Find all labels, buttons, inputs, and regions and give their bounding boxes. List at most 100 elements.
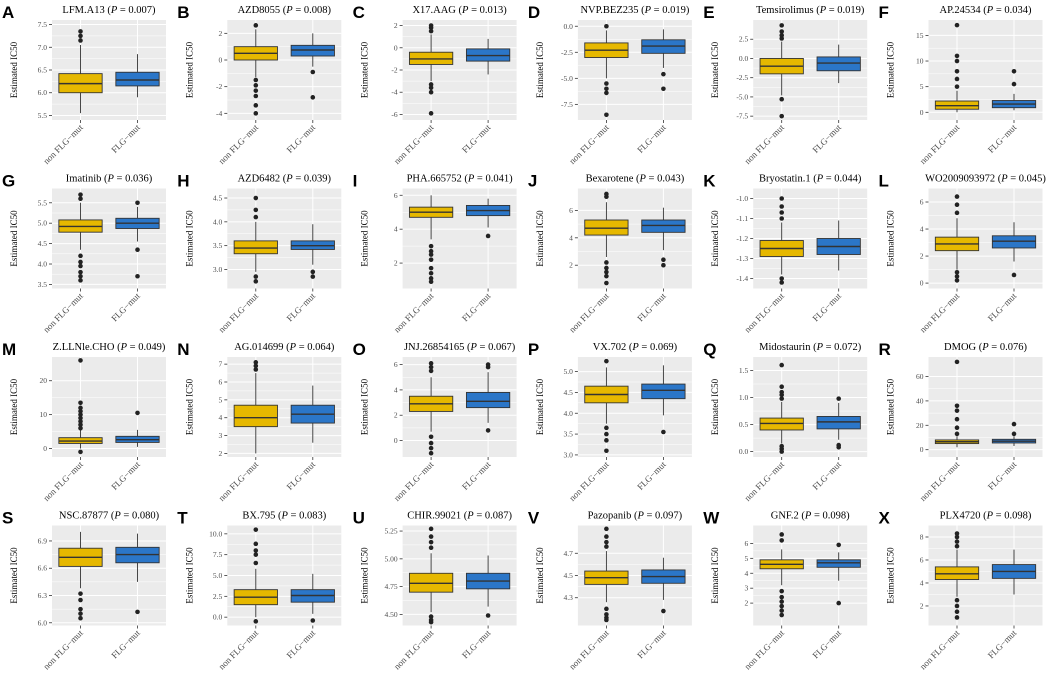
panel-letter: M: [2, 340, 16, 359]
y-tick-label: 5: [920, 82, 924, 91]
outlier-point: [779, 33, 784, 38]
x-tick-label: FLG−mut: [811, 122, 844, 155]
plot-background: [402, 188, 517, 289]
outlier-point: [1011, 272, 1017, 278]
y-tick-label: 7.5: [38, 20, 48, 29]
outlier-point: [428, 361, 434, 366]
y-tick-label: 5.5: [38, 111, 48, 120]
outlier-point: [428, 619, 434, 625]
box-flg-mut: [816, 44, 861, 84]
y-tick-label: 3.5: [38, 280, 48, 289]
y-tick-label: 4: [394, 385, 398, 394]
y-tick-label: -1.4: [736, 274, 748, 283]
outlier-point: [954, 539, 960, 544]
outlier-point: [428, 252, 434, 257]
panel-letter: B: [177, 3, 189, 22]
y-tick-label: 7.5: [213, 550, 223, 559]
drug-name: LFM.A13 (: [62, 5, 111, 16]
y-tick-label: 4: [569, 233, 573, 242]
outlier-point: [661, 429, 666, 435]
x-tick-label: non FLG−mut: [742, 122, 786, 166]
outlier-point: [253, 214, 259, 220]
panel-title: Bexarotene (P = 0.043): [586, 174, 685, 185]
y-tick-label: 0: [219, 56, 223, 65]
y-tick-label: 4: [744, 569, 748, 578]
outlier-point: [604, 273, 609, 279]
y-tick-label: 2.5: [739, 35, 749, 44]
outlier-point: [954, 609, 960, 615]
outlier-point: [779, 384, 784, 390]
outlier-point: [78, 192, 83, 197]
x-tick-label: non FLG−mut: [918, 291, 962, 335]
y-axis-label: Estimated IC50: [184, 547, 194, 604]
y-tick-label: 3.5: [213, 241, 223, 250]
panel-b: B AZD8055 (P = 0.008) -4 -2 0 2 Estimated IC50…: [177, 3, 342, 166]
x-tick-label: FLG−mut: [635, 122, 668, 155]
box-non-flg-mut: [58, 531, 103, 621]
panel-l: L WO2009093972 (P = 0.045) 0 2 4 6 Estimated I…: [879, 172, 1047, 335]
y-tick-label: 20: [916, 421, 924, 430]
plot-background: [753, 525, 868, 626]
panel-s: S NSC.87877 (P = 0.080) 6.0 6.3 6.6 6.9 Estima…: [2, 509, 166, 672]
y-tick-label: -5.0: [736, 92, 748, 101]
p-value: = 0.067): [477, 342, 516, 353]
outlier-point: [78, 611, 83, 616]
box-non-flg-mut: [759, 23, 804, 119]
outlier-point: [836, 600, 841, 606]
panel-t: T BX.795 (P = 0.083) 0.0 2.5 5.0 7.5 10.0 Estim…: [177, 509, 342, 672]
outlier-point: [428, 248, 434, 254]
p-symbol: P: [986, 511, 994, 522]
box-non-flg-mut: [58, 29, 103, 114]
outlier-point: [428, 257, 434, 262]
outlier-point: [604, 358, 609, 364]
x-tick-label: non FLG−mut: [41, 628, 85, 672]
panel-f: F AP.24534 (P = 0.034) 0 5 10 15 Estimated IC5…: [879, 3, 1043, 166]
outlier-point: [604, 265, 609, 271]
y-tick-label: 7: [219, 360, 223, 369]
outlier-point: [779, 29, 784, 34]
outlier-point: [779, 96, 784, 102]
outlier-point: [428, 368, 434, 374]
x-tick-label: non FLG−mut: [567, 291, 611, 335]
y-tick-label: 0: [43, 444, 47, 453]
x-tick-label: FLG−mut: [109, 459, 142, 492]
outlier-point: [779, 204, 784, 209]
y-tick-label: 2: [219, 29, 223, 38]
box-flg-mut: [991, 421, 1037, 447]
outlier-point: [428, 111, 434, 116]
panel-u: U CHIR.99021 (P = 0.087) 4.50 4.75 5.00 5.25 E…: [353, 509, 517, 672]
drug-name: Z.LLNle.CHO (: [53, 342, 121, 353]
outlier-point: [779, 276, 784, 281]
panel-h: H AZD6482 (P = 0.039) 3.0 3.5 4.0 4.5 Estimate…: [177, 172, 342, 335]
outlier-point: [253, 560, 259, 566]
outlier-point: [310, 269, 316, 275]
outlier-point: [954, 84, 960, 89]
y-axis-label: Estimated IC50: [360, 378, 370, 435]
outlier-point: [604, 438, 609, 443]
panel-letter: T: [177, 509, 188, 528]
y-tick-label: 3.0: [213, 265, 223, 274]
outlier-point: [253, 274, 259, 279]
box-flg-mut: [465, 362, 511, 433]
y-tick-label: 10: [40, 410, 48, 419]
outlier-point: [428, 534, 434, 539]
x-tick-label: FLG−mut: [986, 291, 1019, 324]
p-symbol: P: [816, 342, 824, 353]
panel-title: Midostaurin (P = 0.072): [759, 342, 862, 353]
p-symbol: P: [636, 511, 644, 522]
box-flg-mut: [290, 33, 335, 100]
panel-c: C X17.AAG (P = 0.013) -6 -4 -2 0 2 Estimated IC…: [353, 3, 517, 166]
outlier-point: [779, 599, 784, 604]
panel-w: W GNF.2 (P = 0.098) 2 3 4 5 6 Estimated IC50 non…: [703, 509, 868, 672]
outlier-point: [78, 196, 83, 202]
box-flg-mut: [115, 410, 160, 447]
y-tick-label: 4.0: [38, 260, 48, 269]
y-tick-label: 5.00: [384, 554, 397, 563]
x-tick-label: non FLG−mut: [742, 459, 786, 503]
panel-letter: C: [353, 3, 365, 22]
outlier-point: [253, 88, 259, 93]
box-non-flg-mut: [408, 23, 454, 116]
outlier-point: [836, 542, 841, 548]
y-tick-label: 0: [920, 108, 924, 117]
x-tick-label: non FLG−mut: [392, 459, 436, 503]
